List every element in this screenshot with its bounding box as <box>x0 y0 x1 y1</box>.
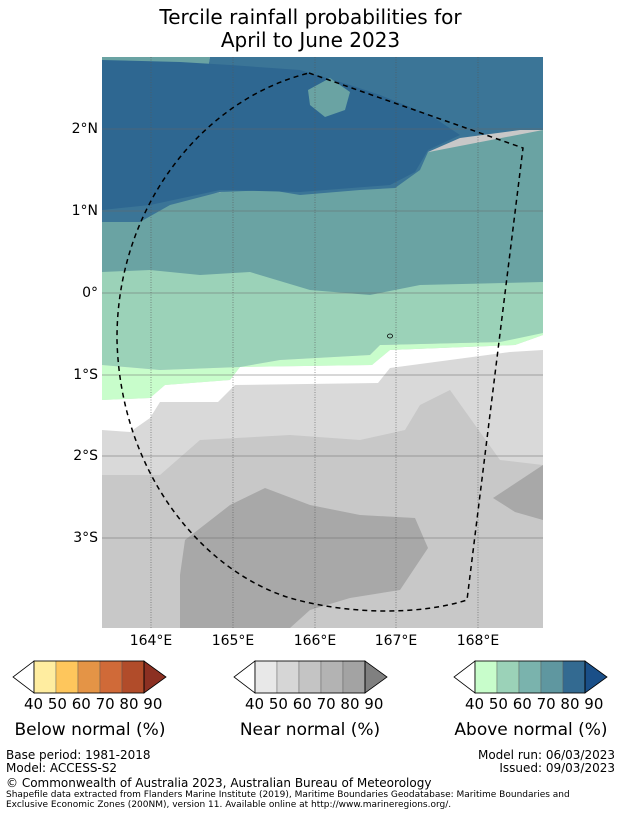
lat-label-2s: 2°S <box>73 448 98 464</box>
colorbar-swatch <box>55 660 79 694</box>
title-line-2: April to June 2023 <box>220 28 401 52</box>
model-name: Model: ACCESS-S2 <box>6 761 118 775</box>
above-normal-50-region <box>102 330 543 400</box>
colorbar-swatch <box>77 660 101 694</box>
lat-label-1n: 1°N <box>71 203 98 219</box>
above-normal-70-island <box>308 78 350 117</box>
latitude-lines <box>102 128 543 539</box>
colorbar-swatch <box>33 660 57 694</box>
graticule <box>150 57 479 628</box>
above-normal-90-region <box>102 60 460 210</box>
colorbar-swatch <box>320 660 344 694</box>
colorbar-max-arrow <box>364 660 388 694</box>
colorbar-swatch <box>540 660 564 694</box>
colorbar-frame <box>474 660 586 694</box>
above-normal-colorbar <box>453 660 608 694</box>
probability-fill-layer <box>102 57 543 628</box>
near-normal-colorbar <box>233 660 388 694</box>
colorbar-min-arrow <box>12 660 35 694</box>
near-normal-title: Near normal (%) <box>239 720 381 740</box>
island-outline <box>387 333 393 339</box>
shapefile-credit-line-2: Exclusive Economic Zones (200NM), versio… <box>6 800 452 810</box>
lat-label-3s: 3°S <box>73 530 98 546</box>
below-normal-title: Below normal (%) <box>14 720 166 740</box>
above-normal-title: Above normal (%) <box>454 720 608 740</box>
shapefile-credit-line-1: Shapefile data extracted from Flanders M… <box>6 790 570 800</box>
base-period: Base period: 1981-2018 <box>6 748 151 762</box>
lon-label-168e: 168°E <box>456 633 500 649</box>
lon-label-167e: 167°E <box>374 633 418 649</box>
lat-label-1s: 1°S <box>73 367 98 383</box>
colorbar-swatch <box>518 660 542 694</box>
map-title: Tercile rainfall probabilities for April… <box>0 6 621 52</box>
colorbar-swatch <box>298 660 322 694</box>
colorbar-swatch <box>276 660 300 694</box>
colorbar-swatch <box>562 660 586 694</box>
lat-label-0: 0° <box>82 285 98 301</box>
lon-label-165e: 165°E <box>211 633 255 649</box>
issued-date: Issued: 09/03/2023 <box>499 761 615 775</box>
below-normal-ticks: 40 50 60 70 80 90 <box>24 695 163 713</box>
shapefile-credit: Shapefile data extracted from Flanders M… <box>6 790 570 810</box>
model-run-date: Model run: 06/03/2023 <box>477 748 615 762</box>
no-signal-band <box>102 335 543 432</box>
below-normal-colorbar <box>12 660 167 694</box>
colorbar-max-arrow <box>584 660 608 694</box>
near-normal-70-region <box>180 488 428 628</box>
lat-label-2n: 2°N <box>71 121 98 137</box>
colorbar-min-arrow <box>233 660 256 694</box>
colorbar-frame <box>254 660 366 694</box>
colorbar-frame <box>33 660 145 694</box>
colorbar-swatch <box>254 660 278 694</box>
above-normal-ticks: 40 50 60 70 80 90 <box>465 695 604 713</box>
colorbar-max-arrow <box>143 660 167 694</box>
colorbar-swatch <box>342 660 366 694</box>
near-normal-ticks: 40 50 60 70 80 90 <box>245 695 384 713</box>
colorbar-min-arrow <box>453 660 476 694</box>
colorbar-swatch <box>99 660 123 694</box>
lon-label-166e: 166°E <box>293 633 337 649</box>
eez-boundary <box>116 72 524 612</box>
colorbar-swatch <box>474 660 498 694</box>
copyright-notice: © Commonwealth of Australia 2023, Austra… <box>6 776 432 790</box>
above-normal-70-region <box>102 130 543 295</box>
colorbar-swatch <box>496 660 520 694</box>
title-line-1: Tercile rainfall probabilities for <box>159 5 462 29</box>
near-normal-70-region-east <box>493 465 543 520</box>
lon-label-164e: 164°E <box>129 633 173 649</box>
colorbar-swatch <box>121 660 145 694</box>
